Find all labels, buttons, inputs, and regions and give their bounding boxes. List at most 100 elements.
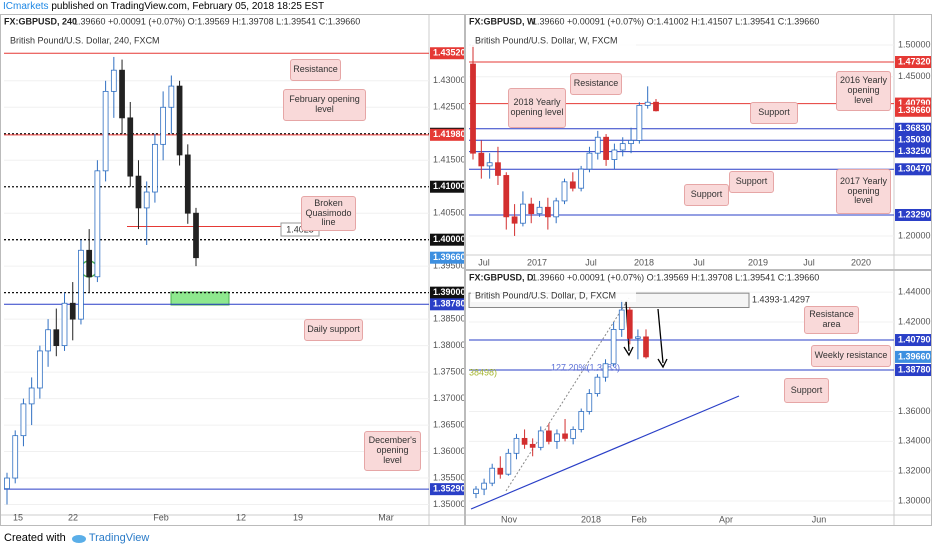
quote: 1.39660 +0.00091 (+0.07%) O:1.39569 H:1.… [73,16,360,26]
candle-body [53,329,60,347]
price-label-box [430,251,464,264]
y-tick-label: 1.37000 [433,393,465,403]
candle-body [20,403,27,437]
candle-body [168,85,175,108]
x-tick-label: 12 [236,512,246,522]
candle-body [594,136,601,154]
price-label: 1.39660 [433,252,465,262]
candle-body [553,200,560,218]
price-label: 1.38780 [433,299,465,309]
chart-title: British Pound/U.S. Dollar, 240, FXCM [10,35,160,45]
y-tick-label: 1.38500 [433,314,465,324]
y-tick-label: 1.44000 [898,286,931,296]
arrow-head [657,358,668,369]
annotation: 2016 Yearly opening level [836,71,891,111]
candle-body [470,63,476,154]
publisher[interactable]: ICmarkets [3,1,49,12]
fib-label: 38498) [469,368,497,378]
y-tick-label: 1.39500 [433,261,465,271]
price-label: 1.40000 [433,234,465,244]
candle-body [610,329,617,365]
candle-body [643,336,649,358]
chart: 1.44000 1.42000 1.36000 1.34000 1.32000 1.300… [466,271,931,525]
candle-body [135,175,142,209]
candle-body [127,117,134,177]
candle-body [78,249,84,320]
chart-title: British Pound/U.S. Dollar, W, FXCM [475,35,618,45]
brand[interactable]: TradingView [88,532,150,544]
candle-body [536,206,543,215]
fib-line [505,297,630,492]
candle-body [489,467,496,484]
y-tick-label: 1.30000 [898,495,931,505]
price-label-box [430,233,464,246]
symbol: FX:GBPUSD, 240 [4,16,77,26]
candle-body [569,181,576,189]
x-tick-label: Apr [719,514,733,524]
x-tick-label: Feb [153,512,169,522]
header-text: published on TradingView.com, February 0… [51,1,325,12]
candle-body [586,152,593,170]
candle-body [94,170,101,278]
annotation: December's opening level [364,431,421,471]
y-tick-label: 1.35500 [433,472,465,482]
candle-body [86,249,93,278]
price-label: 1.39660 [898,351,931,361]
demand-zone [170,291,230,306]
annotation: Resistance [290,59,341,81]
candle-body [184,154,191,214]
y-tick-label: 1.42000 [898,316,931,326]
price-label: 1.39660 [898,105,931,115]
candle-body [513,437,520,454]
price-label-box [895,334,931,347]
x-tick-label: 15 [13,512,23,522]
annotation: Support [729,171,774,193]
candle-body [473,488,479,494]
candle-body [69,302,76,320]
price-label: 1.43520 [433,48,465,58]
candle-body [37,350,43,389]
annotation: Resistance [570,73,622,95]
fib-label: 127.20%(1.3883) [551,363,620,373]
annotation: Weekly resistance [811,345,891,367]
candle-body [486,162,493,167]
x-tick-label: Jul [693,257,705,267]
quote: 1.39660 +0.00091 (+0.07%) O:1.41002 H:1.… [532,16,819,26]
price-label-box [430,286,464,299]
candle-body [636,105,643,141]
candle-body [520,203,526,224]
candle-body [511,216,518,224]
y-tick-label: 1.34000 [898,436,931,446]
candle-body [528,203,535,215]
candle-body [28,387,35,405]
candle-body [586,393,593,412]
candle-body [110,69,117,92]
x-tick-label: 2018 [634,257,654,267]
y-tick-label: 1.45000 [898,71,931,81]
candle-body [497,467,504,475]
y-tick-label: 1.36500 [433,419,465,429]
candle-body [570,429,576,439]
candle-body [635,336,641,339]
price-label: 1.41000 [433,181,465,191]
candle-body [505,452,512,475]
y-tick-label: 1.40500 [433,208,465,218]
candle-body [193,212,199,259]
symbol: FX:GBPUSD, D [469,272,534,282]
x-tick-label: Mar [378,512,394,522]
price-label-box [895,208,931,221]
price-label: 1.41980 [433,129,465,139]
candle-body [495,162,501,176]
footer: Created with TradingView [4,532,149,544]
chart-panel: 1.50000 1.45000 1.20000 Jul 2017 Jul 2018 Jul 20… [465,14,932,270]
candle-body [611,149,618,160]
chart-panel: 1.43000 1.42500 1.41500 1.40500 1.39500 1.385… [0,14,465,526]
y-tick-label: 1.35000 [433,499,465,509]
y-tick-label: 1.20000 [898,230,931,240]
price-label-box [430,180,464,193]
candle-body [152,143,158,193]
candle-body [478,152,485,167]
y-tick-label: 1.42500 [433,102,465,112]
candle-body [119,69,125,119]
